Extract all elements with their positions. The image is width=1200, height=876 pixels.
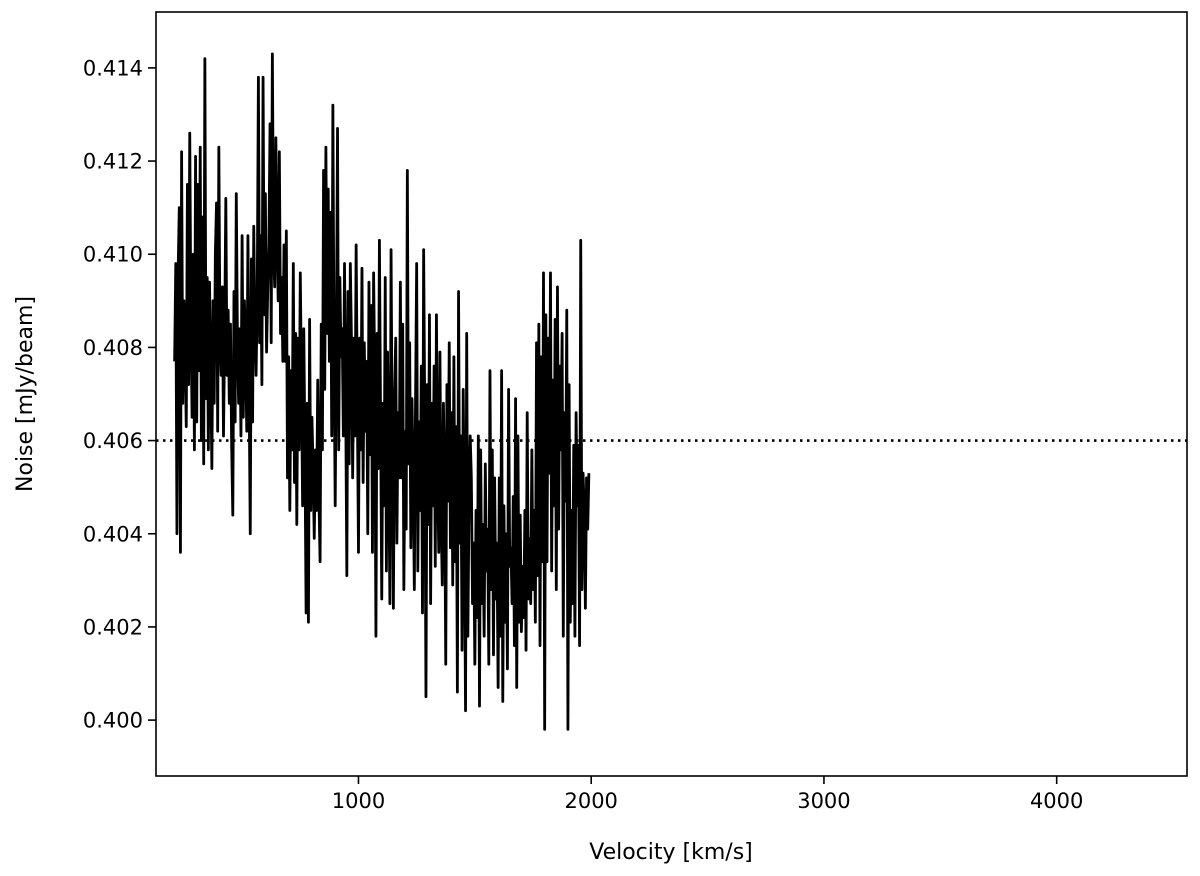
x-tick-label: 1000	[332, 789, 385, 813]
plot-frame	[155, 11, 1188, 777]
y-tick-label: 0.406	[83, 429, 143, 453]
x-tick-label: 3000	[797, 789, 850, 813]
plot-area: 1000 2000 3000 4000 0.4000.4020.4040.4060.4…	[83, 11, 1188, 813]
y-tick-label: 0.414	[83, 56, 143, 80]
y-axis-label: Noise [mJy/beam]	[13, 296, 38, 492]
y-tick-label: 0.410	[83, 243, 143, 267]
x-tick-label: 2000	[564, 789, 617, 813]
x-axis-ticks: 1000 2000 3000 4000	[332, 776, 1083, 813]
y-tick-label: 0.408	[83, 336, 143, 360]
y-tick-label: 0.404	[83, 522, 143, 546]
x-axis-label: Velocity [km/s]	[589, 840, 753, 865]
noise-series-line	[173, 52, 591, 731]
y-tick-label: 0.412	[83, 150, 143, 174]
x-tick-label: 4000	[1030, 789, 1083, 813]
y-tick-label: 0.402	[83, 615, 143, 639]
y-axis-ticks: 0.400 0.402 0.404 0.406 0.408 0.410 0.412 0.414	[83, 56, 156, 733]
series-layer	[156, 52, 1187, 731]
y-tick-label: 0.400	[83, 709, 143, 733]
